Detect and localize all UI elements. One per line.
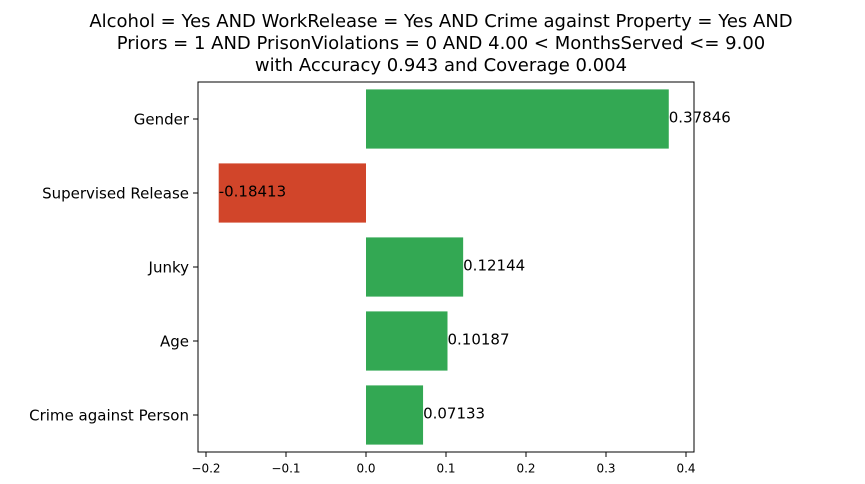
chart-title-line-2: Priors = 1 AND PrisonViolations = 0 AND … bbox=[117, 33, 766, 54]
bar-2 bbox=[366, 237, 464, 297]
x-tick-label-6: 0.4 bbox=[676, 462, 695, 476]
x-tick-label-5: 0.3 bbox=[596, 462, 615, 476]
bar-4 bbox=[366, 385, 424, 445]
bar-0 bbox=[366, 89, 669, 149]
data-labels: 0.37846 -0.18413 0.12144 0.10187 0.07133 bbox=[219, 109, 731, 423]
chart-title-line-3: with Accuracy 0.943 and Coverage 0.004 bbox=[255, 55, 627, 76]
x-tick-label-3: 0.1 bbox=[436, 462, 455, 476]
y-tick-label-0: Gender bbox=[134, 111, 190, 129]
y-tick-label-3: Age bbox=[160, 333, 189, 351]
x-tick-label-0: −0.2 bbox=[191, 462, 220, 476]
y-tick-label-2: Junky bbox=[148, 259, 190, 277]
x-axis: −0.2 −0.1 0.0 0.1 0.2 0.3 0.4 bbox=[191, 452, 696, 476]
data-label-0: 0.37846 bbox=[669, 109, 731, 127]
bar-3 bbox=[366, 311, 448, 371]
x-tick-label-2: 0.0 bbox=[356, 462, 375, 476]
chart-title: Alcohol = Yes AND WorkRelease = Yes AND … bbox=[89, 11, 792, 76]
x-tick-label-1: −0.1 bbox=[271, 462, 300, 476]
data-label-3: 0.10187 bbox=[447, 331, 509, 349]
data-label-2: 0.12144 bbox=[463, 257, 525, 275]
y-tick-label-4: Crime against Person bbox=[29, 407, 189, 425]
bar-1 bbox=[218, 163, 366, 223]
data-label-4: 0.07133 bbox=[423, 405, 485, 423]
bars bbox=[218, 89, 669, 445]
y-axis: Gender Supervised Release Junky Age Crime ag… bbox=[29, 111, 198, 425]
plot-frame bbox=[197, 81, 695, 453]
chart-title-line-1: Alcohol = Yes AND WorkRelease = Yes AND … bbox=[89, 11, 792, 32]
x-tick-label-4: 0.2 bbox=[516, 462, 535, 476]
y-tick-label-1: Supervised Release bbox=[42, 185, 189, 203]
data-label-1: -0.18413 bbox=[219, 183, 286, 201]
